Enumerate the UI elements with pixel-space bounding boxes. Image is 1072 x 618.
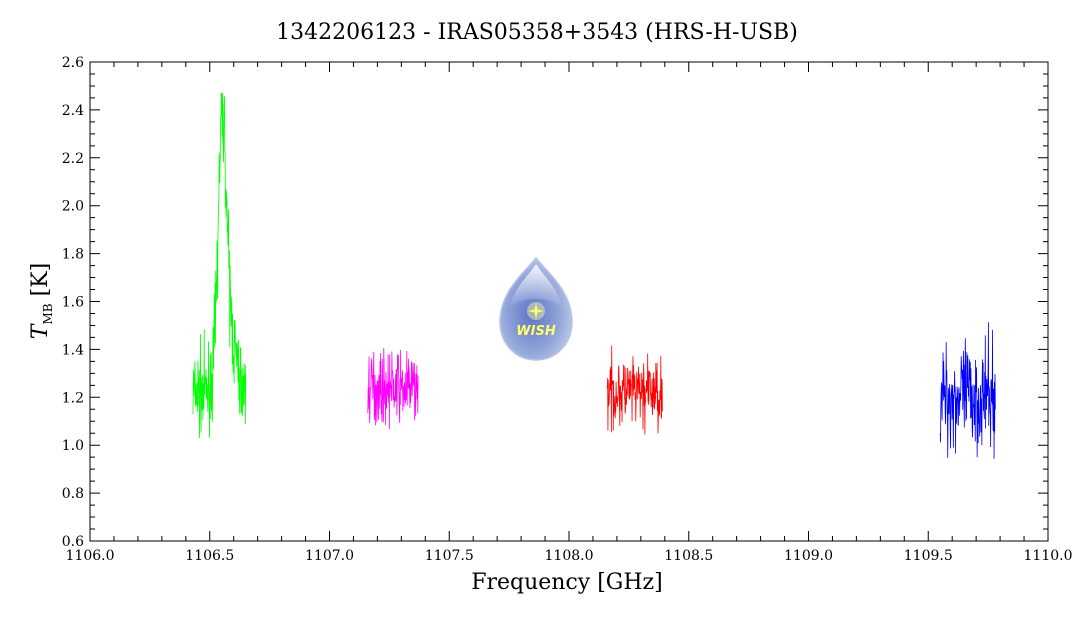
- x-tick-label: 1107.0: [305, 548, 354, 564]
- y-tick-label: 0.8: [62, 486, 84, 502]
- y-axis-label: TMB [K]: [28, 263, 55, 339]
- x-tick-label: 1110.0: [1024, 548, 1072, 564]
- wish-logo: WISH: [499, 256, 573, 361]
- y-tick-label: 1.0: [62, 438, 84, 454]
- series-group: [192, 92, 996, 459]
- y-tick-label: 2.6: [62, 55, 84, 71]
- axis-ticks: [89, 61, 1049, 542]
- x-tick-label: 1107.5: [425, 548, 474, 564]
- x-tick-label: 1106.5: [185, 548, 234, 564]
- star-icon: [527, 302, 545, 320]
- tick-marks: [89, 61, 1049, 542]
- y-tick-label: 0.6: [62, 534, 84, 550]
- series-line-3: [606, 345, 663, 435]
- y-tick-label: 1.2: [62, 390, 84, 406]
- x-tick-label: 1108.0: [545, 548, 594, 564]
- series-line-4: [939, 322, 996, 459]
- series-line-2: [367, 348, 419, 430]
- x-tick-label: 1106.0: [66, 548, 115, 564]
- y-axis-label-symbol: T: [28, 322, 53, 339]
- x-tick-label: 1109.0: [784, 548, 833, 564]
- y-axis-label-subscript: MB: [41, 303, 55, 324]
- y-axis-label-unit: [K]: [28, 263, 53, 304]
- y-tick-label: 2.0: [62, 199, 84, 215]
- y-tick-label: 2.2: [62, 151, 84, 167]
- series-line-1: [192, 92, 247, 439]
- y-tick-label: 2.4: [62, 103, 84, 119]
- x-tick-label: 1109.5: [904, 548, 953, 564]
- logo-text: WISH: [516, 324, 556, 339]
- x-axis-label: Frequency [GHz]: [471, 570, 663, 595]
- plot-frame: [89, 61, 1049, 542]
- chart-title: 1342206123 - IRAS05358+3543 (HRS-H-USB): [276, 20, 798, 45]
- y-tick-label: 1.4: [62, 342, 84, 358]
- tick-labels: 1106.0 1106.5 1107.0 1107.5 1108.0 1108.5 1109…: [62, 55, 1072, 564]
- y-tick-label: 1.6: [62, 295, 84, 311]
- y-tick-label: 1.8: [62, 247, 84, 263]
- x-tick-label: 1108.5: [664, 548, 713, 564]
